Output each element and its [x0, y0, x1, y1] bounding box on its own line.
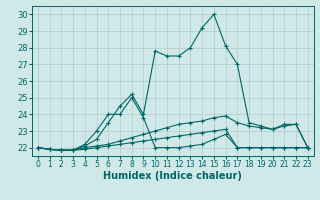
X-axis label: Humidex (Indice chaleur): Humidex (Indice chaleur) — [103, 171, 242, 181]
